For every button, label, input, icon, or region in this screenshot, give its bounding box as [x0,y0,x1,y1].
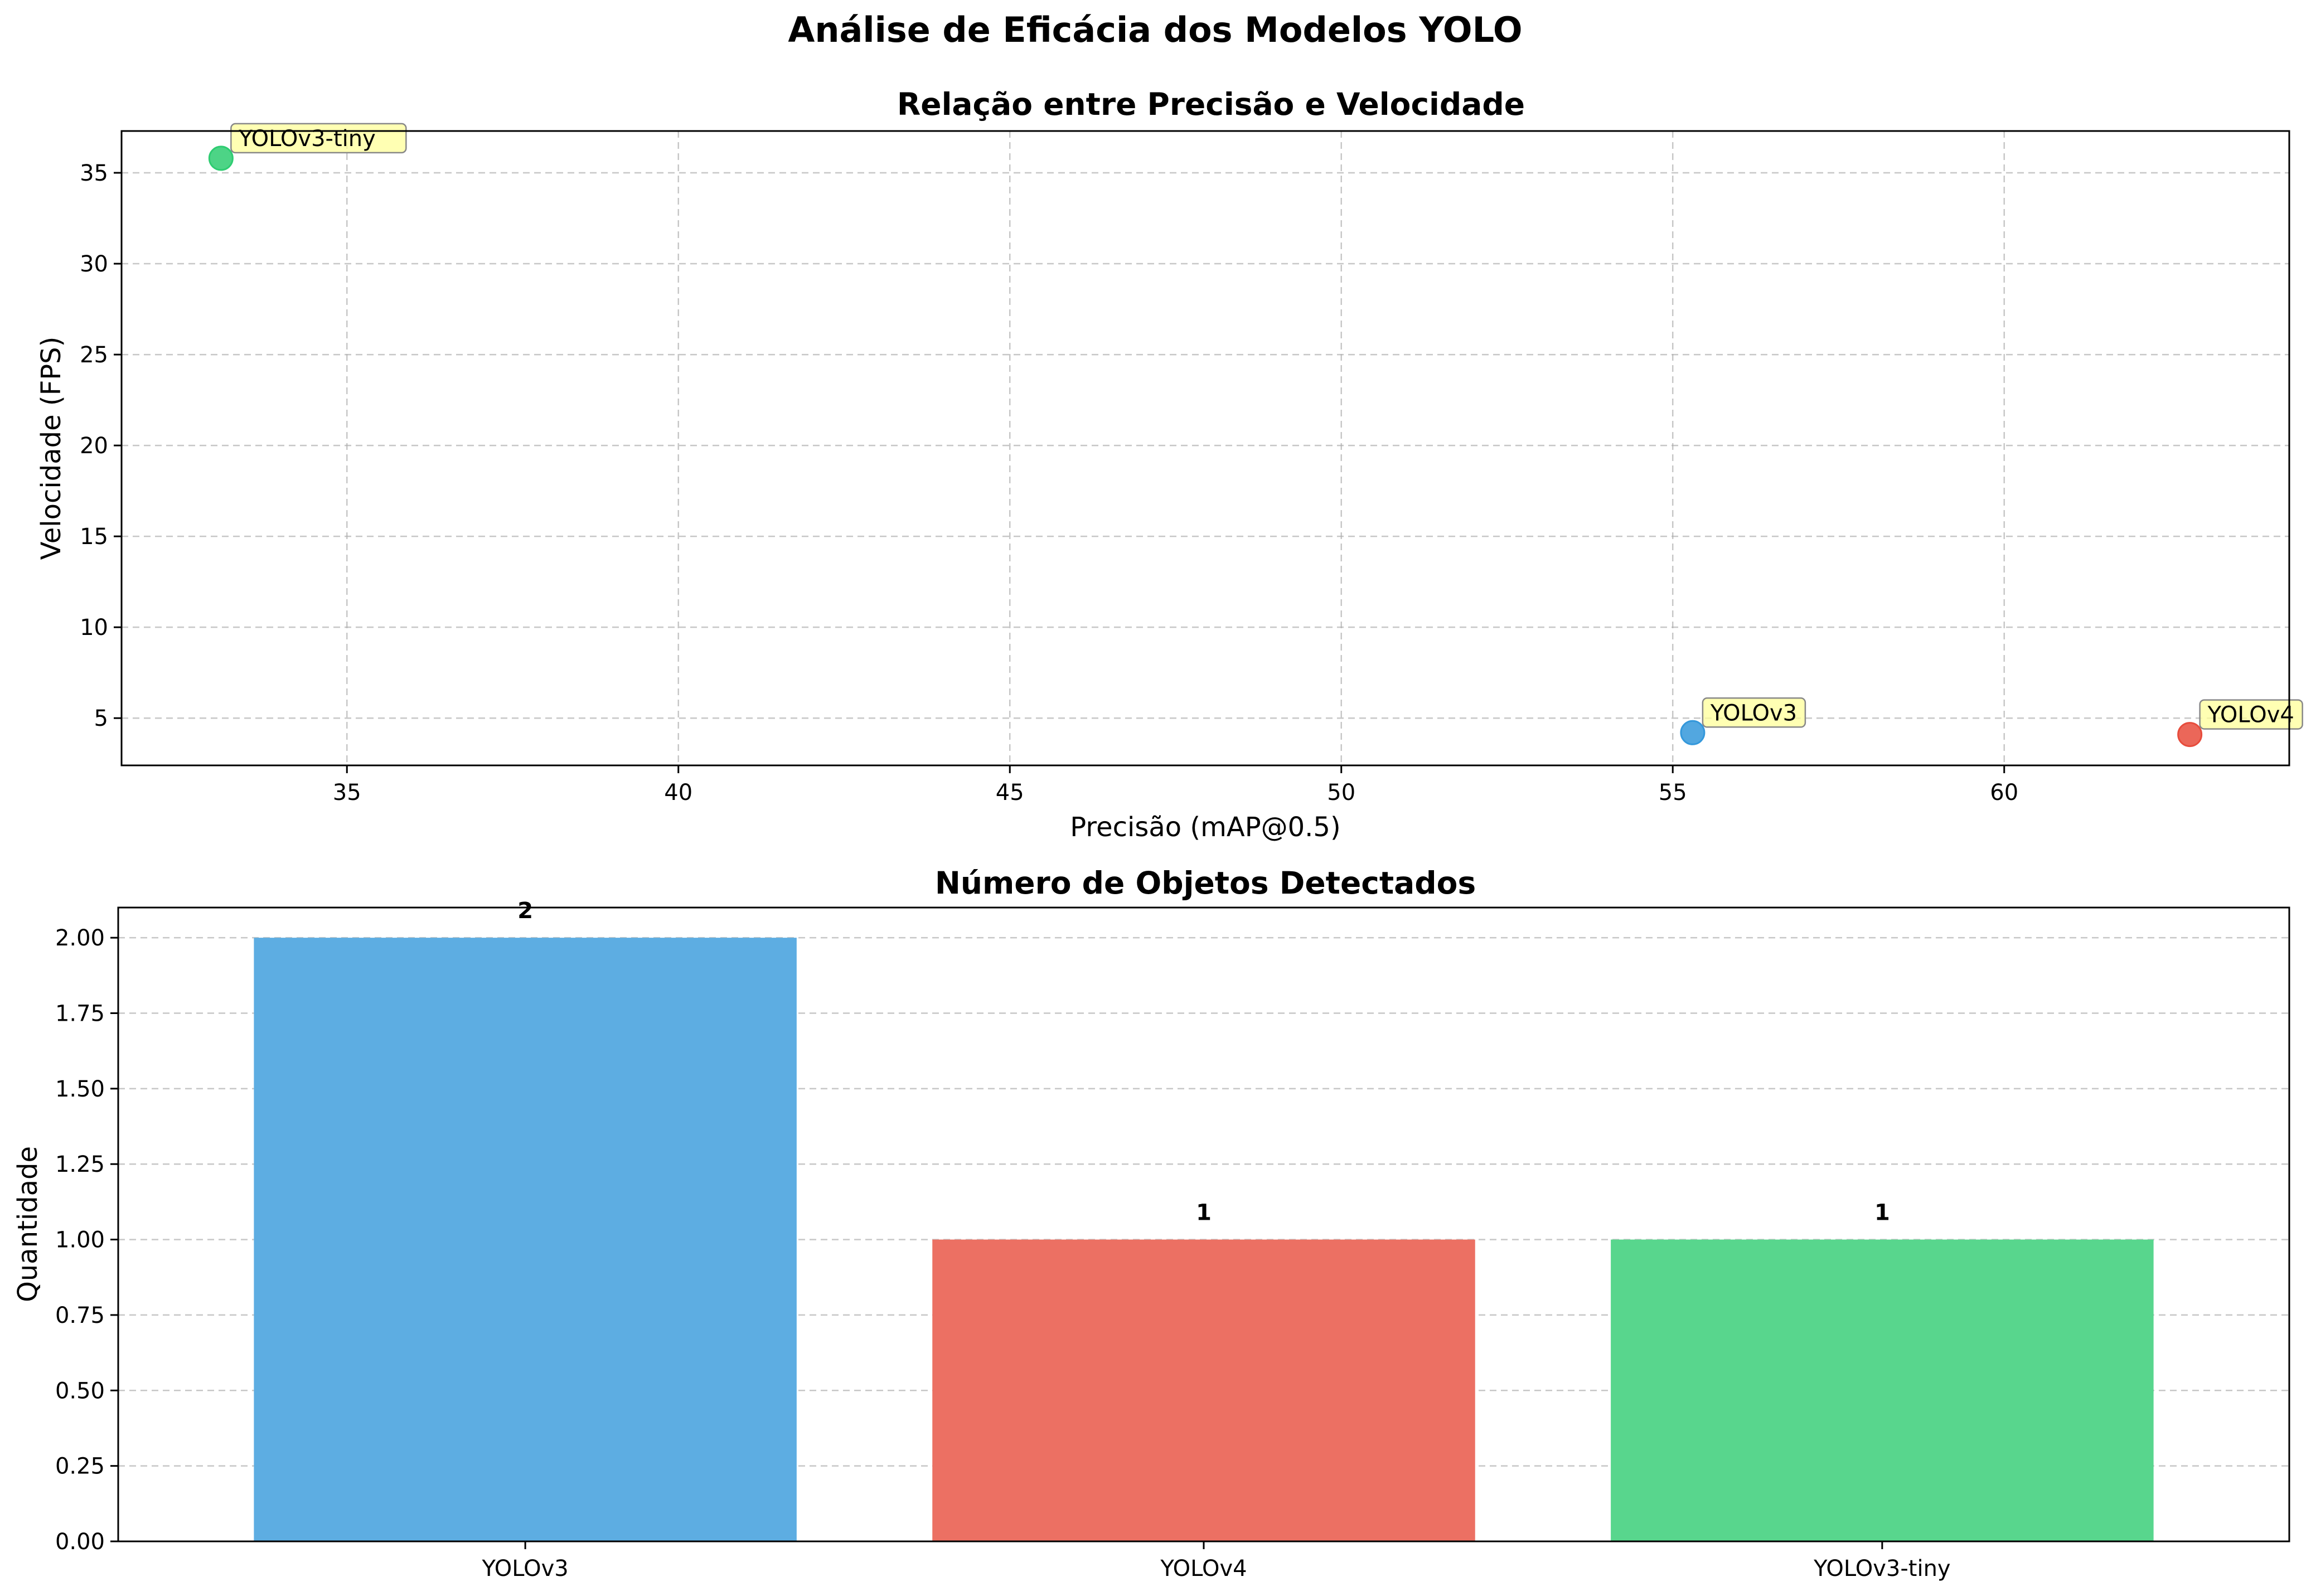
bar-yolov3-tiny [1611,1239,2154,1541]
bar-y-tick-label: 0.25 [55,1454,105,1479]
scatter-x-axis-label: Precisão (mAP@0.5) [1070,812,1340,843]
scatter-point-yolov3 [1680,720,1706,745]
bar-category-label: YOLOv3-tiny [1813,1556,1950,1582]
bar-title: Número de Objetos Detectados [935,865,1476,901]
scatter-x-tick-label: 40 [664,780,692,806]
annotation-label: YOLOv4 [2207,702,2294,728]
scatter-point-yolov3-tiny [208,145,234,171]
figure-title: Análise de Eficácia dos Modelos YOLO [788,9,1522,50]
scatter-title: Relação entre Precisão e Velocidade [897,86,1525,122]
bar-yolov3 [254,938,797,1541]
scatter-y-tick-label: 15 [80,524,108,550]
annotation-label: YOLOv3-tiny [238,126,375,152]
scatter-ticks: 35 40 45 50 55 60 5 10 15 20 25 30 35 [80,161,2018,806]
scatter-point-annotation: YOLOv3-tiny [230,123,407,154]
bar-y-axis-label: Quantidade [12,1146,43,1302]
bar-y-tick-label: 1.25 [55,1152,105,1177]
annotation-label: YOLOv3 [1710,700,1797,726]
scatter-points: YOLOv3 YOLOv4 YOLOv3-tiny [208,123,2303,748]
bar-y-tick-label: 1.00 [55,1228,105,1253]
scatter-y-tick-label: 30 [80,251,108,277]
bar-value-label: 2 [517,898,533,924]
scatter-grid [122,131,2289,765]
bar-y-tick-label: 1.75 [55,1001,105,1027]
scatter-x-tick-label: 35 [333,780,361,806]
scatter-point-yolov4 [2177,722,2203,748]
bar-y-tick-label: 0.00 [55,1529,105,1555]
bar-y-tick-label: 0.50 [55,1378,105,1404]
scatter-plot: Relação entre Precisão e Velocidade 35 40… [36,86,2303,843]
bar-value-label: 1 [1196,1200,1212,1226]
scatter-x-tick-label: 50 [1327,780,1355,806]
scatter-x-tick-label: 60 [1990,780,2018,806]
annotation-box [2199,699,2303,730]
scatter-y-tick-label: 10 [80,615,108,641]
scatter-plot-frame [120,130,2290,767]
bar-plot-frame [117,906,2290,1542]
annotation-box [1702,697,1806,728]
scatter-point-annotation: YOLOv3 [1702,697,1806,728]
scatter-y-tick-label: 5 [94,706,108,731]
scatter-y-tick-label: 35 [80,161,108,186]
bar-category-label: YOLOv3 [482,1556,569,1582]
bar-y-tick-label: 1.50 [55,1076,105,1102]
bar-ticks: 0.00 0.25 0.50 0.75 1.00 1.25 1.50 1.75 2.00 YOLO… [55,925,1951,1582]
bar-category-label: YOLOv4 [1160,1556,1247,1582]
scatter-x-tick-label: 55 [1659,780,1687,806]
scatter-y-axis-label: Velocidade (FPS) [36,337,67,560]
bar-yolov4 [932,1239,1475,1541]
scatter-point-annotation: YOLOv4 [2199,699,2303,730]
bar-value-label: 1 [1874,1200,1890,1226]
scatter-y-tick-label: 20 [80,433,108,459]
scatter-y-tick-label: 25 [80,342,108,368]
bar-chart: Número de Objetos Detectados 2 1 1 0.00 0.2… [12,865,2290,1582]
bar-y-tick-label: 0.75 [55,1303,105,1328]
bar-y-tick-label: 2.00 [55,925,105,951]
bar-bars: 2 1 1 [254,898,2154,1541]
scatter-x-tick-label: 45 [996,780,1024,806]
